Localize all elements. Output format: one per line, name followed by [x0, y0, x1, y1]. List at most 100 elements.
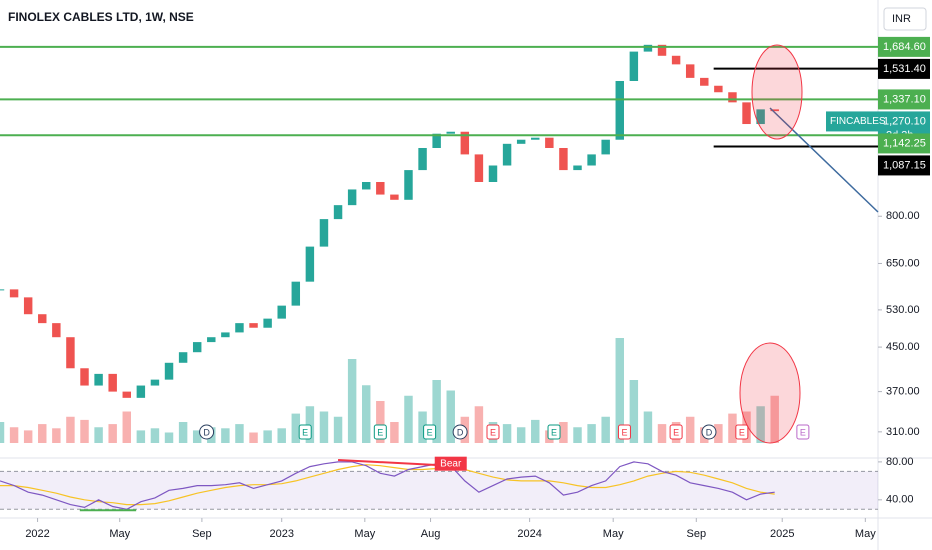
- volume-bar: [38, 424, 47, 443]
- candle: [136, 385, 146, 398]
- candle: [122, 391, 131, 398]
- candle: [235, 323, 244, 333]
- rsi-tick-label: 40.00: [886, 494, 914, 506]
- volume-bar: [629, 380, 639, 443]
- candle: [418, 147, 427, 171]
- candle: [23, 297, 33, 315]
- candle: [319, 219, 329, 247]
- candle: [502, 143, 512, 166]
- event-badge: [373, 424, 387, 440]
- candle: [347, 189, 357, 206]
- volume-bar: [756, 406, 765, 443]
- event-badge: [796, 424, 810, 440]
- event-label: E: [377, 427, 383, 437]
- volume-bar: [516, 427, 526, 443]
- price-label-box: [878, 36, 930, 57]
- x-tick-label: May: [603, 528, 624, 540]
- candle: [516, 139, 526, 144]
- event-badge: [735, 424, 749, 440]
- x-tick-label: 2022: [25, 528, 49, 540]
- x-tick-label: Sep: [687, 528, 707, 540]
- candle: [192, 342, 202, 353]
- x-tick-label: 2023: [269, 528, 293, 540]
- x-tick-label: 2025: [770, 528, 794, 540]
- event-badge: [486, 424, 500, 440]
- candle: [714, 85, 723, 93]
- volume-bar: [108, 424, 117, 443]
- event-label: E: [302, 427, 308, 437]
- rsi-band: [0, 471, 878, 510]
- volume-bar: [235, 424, 244, 443]
- candle: [0, 289, 5, 291]
- candle: [94, 373, 103, 386]
- price-label: 1,270.10: [883, 115, 926, 127]
- candle: [80, 368, 89, 386]
- candle: [263, 318, 272, 328]
- event-label: D: [706, 427, 713, 437]
- volume-bar: [23, 430, 33, 443]
- y-tick-label: 650.00: [886, 257, 920, 269]
- currency[interactable]: INR: [892, 13, 911, 25]
- price-label: 1,531.40: [883, 63, 926, 75]
- volume-bar: [52, 428, 61, 443]
- volume-bar: [291, 413, 301, 443]
- trend-line: [769, 107, 879, 213]
- bear-label: Bear: [440, 458, 462, 469]
- volume-bar: [333, 416, 343, 443]
- event-label: D: [457, 427, 464, 437]
- volume-bar: [643, 411, 653, 443]
- volume-bar: [94, 427, 103, 443]
- volume-bar: [474, 406, 484, 443]
- volume-bar: [263, 430, 272, 443]
- candle: [474, 154, 484, 183]
- event-badge: [617, 424, 631, 440]
- volume-bar: [178, 422, 188, 443]
- event-badge: [199, 424, 215, 440]
- event-badge: [298, 424, 312, 440]
- volume-bar: [573, 427, 582, 443]
- candle: [559, 147, 568, 171]
- candle: [643, 44, 653, 52]
- volume-bar: [404, 395, 413, 443]
- event-label: E: [673, 427, 679, 437]
- volume-bar: [559, 422, 568, 443]
- candle: [770, 109, 779, 112]
- chart-title: FINOLEX CABLES LTD, 1W, NSE: [8, 10, 194, 24]
- price-label-box: [878, 89, 930, 110]
- candle: [376, 182, 385, 195]
- volume-bar: [319, 411, 329, 443]
- x-tick-label: May: [855, 528, 876, 540]
- price-label-box: [878, 155, 930, 176]
- candle: [742, 102, 751, 125]
- candle: [207, 337, 216, 343]
- candle: [291, 281, 301, 306]
- candle: [150, 379, 160, 386]
- volume-bar: [361, 385, 371, 443]
- currency-box[interactable]: [883, 7, 927, 31]
- event-label: E: [800, 427, 806, 437]
- candle: [361, 182, 371, 190]
- candle: [178, 352, 188, 363]
- volume-bar: [531, 419, 540, 443]
- candle: [432, 133, 441, 148]
- candle: [587, 154, 596, 166]
- price-label: 1,142.25: [883, 137, 926, 149]
- volume-bar: [347, 359, 357, 443]
- volume-bar: [390, 422, 399, 443]
- volume-bar: [446, 390, 455, 443]
- candle: [671, 55, 681, 65]
- bear-divergence: [338, 459, 451, 467]
- bear-label-box: [434, 456, 467, 471]
- volume-bar: [728, 413, 737, 443]
- event-badge: [452, 424, 468, 440]
- price-label: 1,087.15: [883, 159, 926, 171]
- symbol-box: [826, 111, 878, 132]
- candle: [52, 323, 61, 338]
- volume-bar: [418, 411, 427, 443]
- x-tick-label: Sep: [192, 528, 212, 540]
- event-label: E: [427, 427, 433, 437]
- candle: [657, 44, 667, 56]
- y-tick-label: 450.00: [886, 341, 920, 353]
- volume-bar: [80, 419, 89, 443]
